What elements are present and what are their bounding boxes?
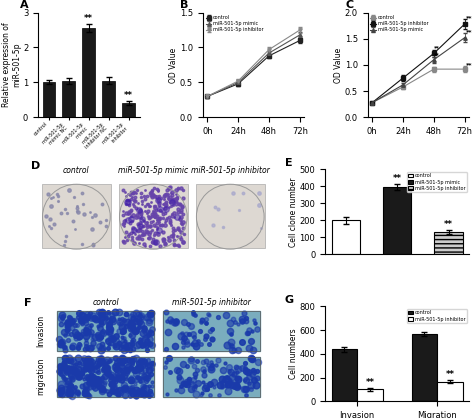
Text: **: ** bbox=[466, 15, 473, 20]
Text: **: ** bbox=[444, 220, 453, 229]
Bar bbox=[163, 311, 260, 351]
Bar bbox=[437, 382, 463, 401]
Legend: control, miR-501-5p inhibitor: control, miR-501-5p inhibitor bbox=[407, 309, 467, 323]
Legend: control, miR-501-5p mimic, miR-501-5p inhibitor: control, miR-501-5p mimic, miR-501-5p in… bbox=[205, 15, 264, 33]
Text: miR-501-5p inhibitor: miR-501-5p inhibitor bbox=[172, 298, 251, 307]
Bar bbox=[163, 357, 260, 397]
Bar bbox=[434, 232, 463, 254]
Text: **: ** bbox=[124, 92, 133, 100]
Bar bbox=[42, 184, 111, 248]
Text: control: control bbox=[92, 298, 119, 307]
Text: G: G bbox=[284, 295, 294, 305]
Text: control: control bbox=[63, 166, 90, 176]
Bar bbox=[163, 311, 260, 351]
Y-axis label: OD Value: OD Value bbox=[334, 47, 343, 83]
Text: **: ** bbox=[466, 62, 473, 67]
Y-axis label: Cell numbers: Cell numbers bbox=[289, 329, 298, 379]
Text: C: C bbox=[345, 0, 353, 10]
Text: **: ** bbox=[392, 174, 401, 183]
Bar bbox=[63, 81, 75, 117]
Bar bbox=[331, 220, 360, 254]
Bar bbox=[57, 311, 155, 351]
Bar bbox=[331, 349, 357, 401]
Text: **: ** bbox=[466, 30, 473, 35]
Bar bbox=[57, 357, 155, 397]
Text: migration: migration bbox=[36, 358, 46, 395]
Text: Invasion: Invasion bbox=[36, 315, 46, 347]
Bar bbox=[163, 357, 260, 397]
Y-axis label: Cell clone number: Cell clone number bbox=[289, 177, 298, 247]
Bar bbox=[357, 390, 383, 401]
Text: B: B bbox=[180, 0, 189, 10]
Bar bbox=[57, 357, 155, 397]
Bar bbox=[118, 184, 188, 248]
Text: A: A bbox=[19, 0, 28, 10]
Text: F: F bbox=[24, 298, 32, 308]
Bar bbox=[411, 334, 437, 401]
Bar bbox=[383, 187, 411, 254]
Text: **: ** bbox=[365, 378, 374, 387]
Y-axis label: OD Value: OD Value bbox=[170, 47, 179, 83]
Text: **: ** bbox=[84, 13, 93, 23]
Text: E: E bbox=[284, 158, 292, 168]
Legend: control, miR-501-5p mimic, miR-501-5p inhibitor: control, miR-501-5p mimic, miR-501-5p in… bbox=[407, 172, 467, 192]
Y-axis label: Relative expression of
miR-501-5p: Relative expression of miR-501-5p bbox=[2, 23, 21, 107]
Text: miR-501-5p mimic: miR-501-5p mimic bbox=[118, 166, 189, 176]
Legend: control, miR-501-5p inhibitor, miR-501-5p mimic: control, miR-501-5p inhibitor, miR-501-5… bbox=[370, 15, 429, 33]
Text: miR-501-5p inhibitor: miR-501-5p inhibitor bbox=[191, 166, 270, 176]
Bar bbox=[102, 81, 115, 117]
Bar bbox=[122, 103, 135, 117]
Bar bbox=[43, 82, 55, 117]
Bar bbox=[196, 184, 265, 248]
Bar bbox=[57, 311, 155, 351]
Text: **: ** bbox=[434, 52, 440, 57]
Bar bbox=[82, 28, 95, 117]
Text: **: ** bbox=[434, 45, 440, 50]
Text: **: ** bbox=[446, 370, 455, 380]
Text: D: D bbox=[31, 161, 40, 171]
